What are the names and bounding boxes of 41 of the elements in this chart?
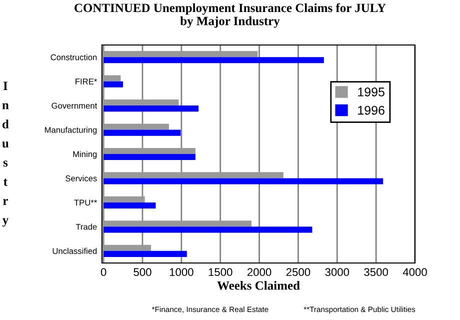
bar bbox=[104, 196, 145, 202]
y-tick-label: Construction bbox=[50, 54, 97, 60]
x-tick-label: 4000 bbox=[402, 268, 427, 276]
legend-label: 1996 bbox=[358, 106, 384, 115]
x-tick-label: 500 bbox=[134, 268, 152, 276]
y-tick-label: Unclassified bbox=[52, 248, 97, 254]
bar bbox=[104, 250, 187, 257]
bar bbox=[104, 202, 156, 208]
bar bbox=[104, 100, 179, 106]
bar bbox=[104, 51, 258, 58]
x-axis-title: Weeks Claimed bbox=[217, 280, 300, 290]
bar bbox=[104, 178, 384, 184]
bar bbox=[104, 154, 196, 160]
y-tick-label: Trade bbox=[76, 224, 97, 230]
bar bbox=[104, 106, 199, 112]
y-axis-title: Industry bbox=[2, 82, 9, 227]
x-tick-label: 2000 bbox=[247, 268, 272, 276]
x-tick-label: 0 bbox=[100, 268, 106, 276]
y-tick-label: Services bbox=[66, 175, 97, 182]
bar bbox=[104, 148, 196, 154]
chart-title: CONTINUED Unemployment Insurance Claims for JULY by Major Industry bbox=[74, 3, 386, 28]
bar bbox=[104, 130, 181, 136]
x-tick-label: 3500 bbox=[364, 268, 388, 276]
bar bbox=[104, 75, 121, 82]
bar bbox=[104, 81, 124, 88]
y-tick-label: FIRE* bbox=[76, 78, 98, 84]
x-tick-label: 1000 bbox=[170, 268, 194, 276]
bar bbox=[104, 57, 324, 64]
legend-label: 1995 bbox=[358, 88, 384, 96]
bar bbox=[104, 220, 252, 227]
x-tick-label: 3000 bbox=[325, 268, 350, 276]
y-tick-label: Manufacturing bbox=[45, 126, 97, 135]
y-tick-label: TPU** bbox=[74, 200, 98, 206]
bar bbox=[104, 124, 169, 130]
x-tick-label: 1500 bbox=[208, 268, 232, 276]
bar bbox=[104, 172, 284, 178]
y-tick-label: Government bbox=[52, 102, 98, 109]
y-tick-label: Mining bbox=[73, 150, 97, 159]
bar bbox=[104, 244, 152, 251]
bar bbox=[104, 226, 312, 233]
x-tick-label: 2500 bbox=[286, 268, 310, 276]
